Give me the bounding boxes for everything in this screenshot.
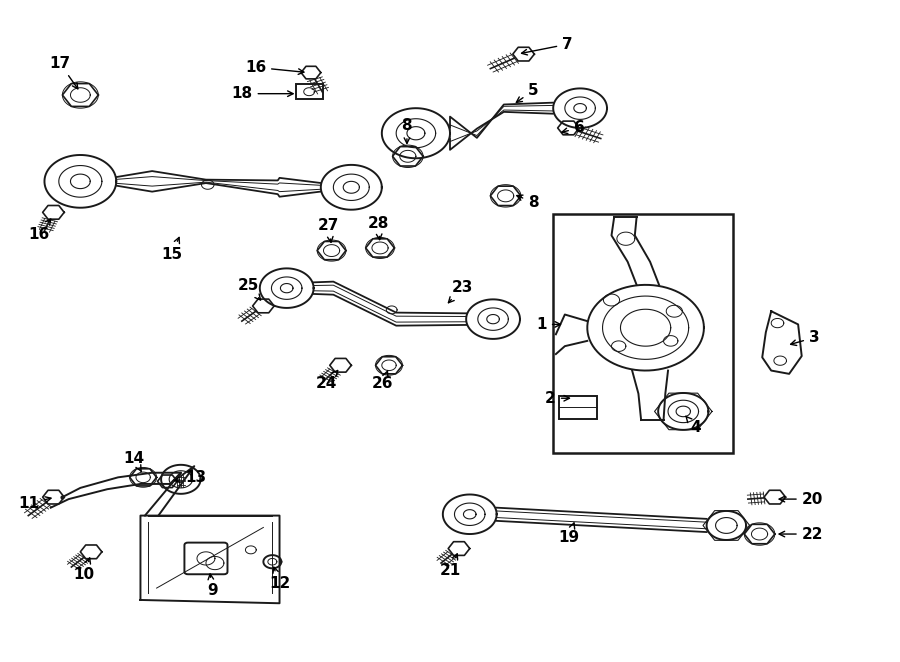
Text: 7: 7 bbox=[521, 36, 572, 55]
Text: 20: 20 bbox=[779, 492, 824, 506]
Text: 1: 1 bbox=[536, 317, 561, 332]
Text: 10: 10 bbox=[74, 558, 94, 582]
Text: 24: 24 bbox=[316, 371, 338, 391]
Bar bbox=[296, 85, 322, 99]
Text: 16: 16 bbox=[29, 219, 50, 242]
Text: 6: 6 bbox=[562, 120, 585, 136]
Text: 22: 22 bbox=[779, 526, 824, 542]
Text: 2: 2 bbox=[545, 391, 570, 406]
Text: 8: 8 bbox=[401, 118, 412, 144]
Text: 5: 5 bbox=[517, 83, 539, 103]
Text: 19: 19 bbox=[558, 523, 579, 545]
Text: 25: 25 bbox=[238, 278, 261, 300]
Text: 3: 3 bbox=[790, 330, 820, 346]
Text: 4: 4 bbox=[686, 416, 701, 435]
Text: 12: 12 bbox=[269, 567, 290, 591]
Text: 15: 15 bbox=[161, 238, 183, 261]
Text: 28: 28 bbox=[367, 216, 389, 240]
Bar bbox=[554, 214, 733, 453]
Text: 14: 14 bbox=[123, 451, 145, 471]
Text: 8: 8 bbox=[517, 195, 539, 210]
Text: 9: 9 bbox=[207, 574, 218, 598]
Text: 16: 16 bbox=[245, 60, 304, 75]
Text: 21: 21 bbox=[439, 554, 461, 578]
Text: 26: 26 bbox=[372, 371, 393, 391]
Text: 18: 18 bbox=[231, 86, 293, 101]
Text: 13: 13 bbox=[175, 470, 206, 485]
Text: 17: 17 bbox=[50, 56, 77, 89]
Text: 11: 11 bbox=[18, 496, 51, 511]
Bar bbox=[560, 396, 597, 418]
Text: 27: 27 bbox=[319, 218, 339, 242]
Text: 23: 23 bbox=[448, 280, 473, 303]
